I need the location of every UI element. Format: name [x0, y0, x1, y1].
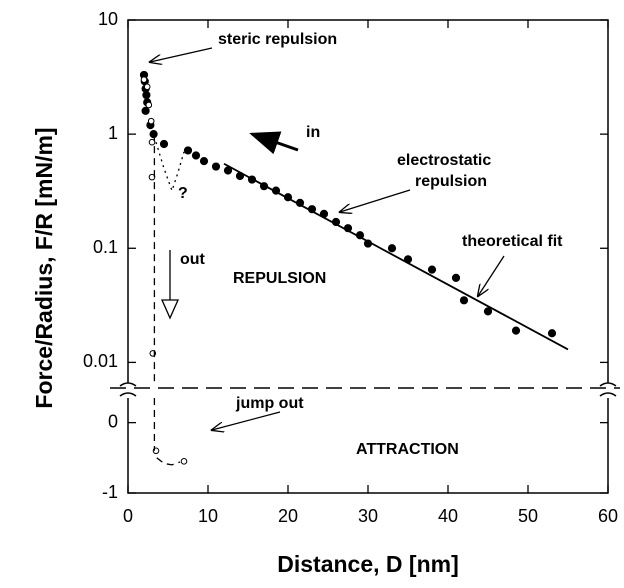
annotation: electrostatic [397, 152, 491, 169]
upper-frame [127, 19, 609, 383]
data-point [211, 162, 221, 171]
data-point [148, 173, 156, 181]
data-point [547, 329, 557, 338]
data-point [191, 151, 201, 160]
x-tick-label: 60 [598, 506, 618, 526]
annotation: repulsion [415, 173, 487, 190]
data-point [149, 130, 158, 139]
curve [156, 457, 181, 466]
data-point [143, 83, 151, 91]
data-point [142, 90, 151, 100]
annotation: ATTRACTION [356, 441, 459, 458]
annotation: in [306, 124, 320, 141]
y-tick-label: 1 [108, 123, 118, 143]
x-tick-label: 40 [438, 506, 458, 526]
data-point [141, 106, 150, 115]
data-point [147, 117, 155, 125]
x-axis-label: Distance, D [nm] [277, 551, 458, 577]
break-marks [119, 382, 617, 397]
x-tick-label: 20 [278, 506, 298, 526]
data-point [511, 326, 521, 335]
data-point [199, 157, 209, 166]
annotation: out [180, 251, 206, 268]
arrow [340, 189, 411, 212]
y-tick-label: 10 [98, 9, 118, 29]
data-point [148, 138, 156, 146]
y-tick-label: 0.1 [93, 237, 118, 257]
x-tick-label: 30 [358, 506, 378, 526]
x-tick-label: 0 [123, 506, 133, 526]
arrow [249, 131, 299, 155]
data-point [459, 296, 469, 305]
annotation: ? [178, 185, 188, 202]
data-point [183, 146, 193, 155]
out-arrow [160, 250, 180, 320]
data-point [159, 139, 169, 149]
y-tick-label: 0.01 [83, 351, 118, 371]
annotation: REPULSION [233, 270, 326, 287]
y-tick-label: -1 [102, 482, 118, 502]
x-tick-label: 50 [518, 506, 538, 526]
curve [223, 162, 569, 351]
y-axis-label: Force/Radius, F/R [mN/m] [31, 127, 57, 408]
arrow [150, 47, 213, 62]
data-point [427, 265, 437, 274]
curve [155, 142, 185, 193]
data-point [140, 76, 148, 83]
arrow [212, 411, 281, 430]
annotation: theoretical fit [462, 233, 563, 250]
annotation: jump out [235, 395, 304, 412]
data-point [145, 101, 153, 109]
arrow [478, 255, 505, 296]
annotation: steric repulsion [218, 31, 337, 48]
data-point [180, 458, 188, 465]
data-point [451, 273, 461, 283]
y-tick-label: 0 [108, 411, 118, 431]
x-tick-label: 10 [198, 506, 218, 526]
data-point [387, 244, 397, 253]
data-point [483, 307, 493, 316]
